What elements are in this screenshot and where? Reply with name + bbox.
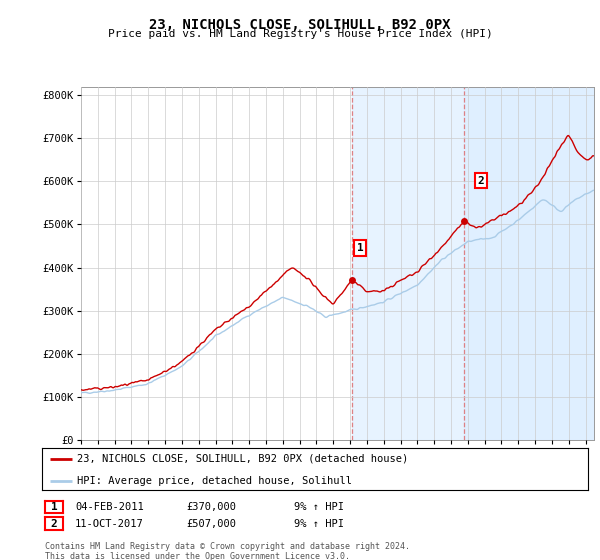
Text: 2: 2	[50, 519, 58, 529]
Text: 1: 1	[50, 502, 58, 512]
Text: £507,000: £507,000	[186, 519, 236, 529]
Text: 9% ↑ HPI: 9% ↑ HPI	[294, 502, 344, 512]
Text: 9% ↑ HPI: 9% ↑ HPI	[294, 519, 344, 529]
Text: Contains HM Land Registry data © Crown copyright and database right 2024.
This d: Contains HM Land Registry data © Crown c…	[45, 542, 410, 560]
Text: HPI: Average price, detached house, Solihull: HPI: Average price, detached house, Soli…	[77, 476, 352, 486]
Bar	[352, 87, 594, 440]
Text: 04-FEB-2011: 04-FEB-2011	[75, 502, 144, 512]
Text: £370,000: £370,000	[186, 502, 236, 512]
Text: 23, NICHOLS CLOSE, SOLIHULL, B92 0PX: 23, NICHOLS CLOSE, SOLIHULL, B92 0PX	[149, 18, 451, 32]
Text: 23, NICHOLS CLOSE, SOLIHULL, B92 0PX (detached house): 23, NICHOLS CLOSE, SOLIHULL, B92 0PX (de…	[77, 454, 409, 464]
Text: 11-OCT-2017: 11-OCT-2017	[75, 519, 144, 529]
Bar	[464, 87, 594, 440]
Text: Price paid vs. HM Land Registry's House Price Index (HPI): Price paid vs. HM Land Registry's House …	[107, 29, 493, 39]
Text: 2: 2	[478, 176, 485, 185]
Text: 1: 1	[356, 243, 364, 253]
